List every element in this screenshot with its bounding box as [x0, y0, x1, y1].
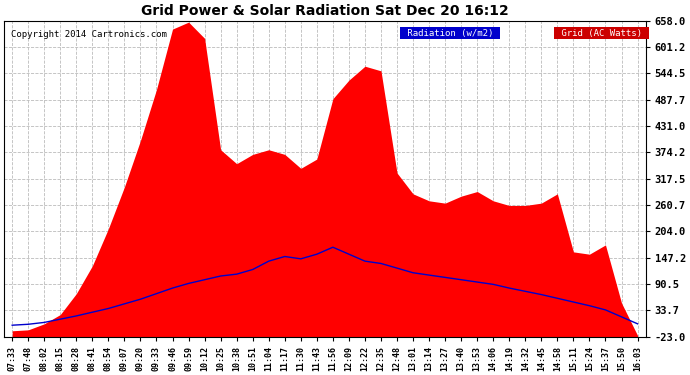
- Title: Grid Power & Solar Radiation Sat Dec 20 16:12: Grid Power & Solar Radiation Sat Dec 20 …: [141, 4, 509, 18]
- Text: Copyright 2014 Cartronics.com: Copyright 2014 Cartronics.com: [10, 30, 166, 39]
- Text: Grid (AC Watts): Grid (AC Watts): [555, 28, 647, 38]
- Text: Radiation (w/m2): Radiation (w/m2): [402, 28, 499, 38]
